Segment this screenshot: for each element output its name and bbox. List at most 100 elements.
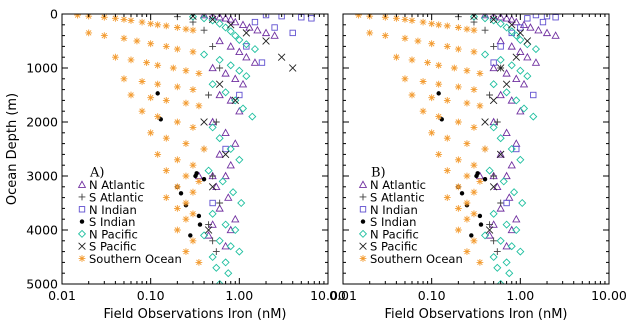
x-axis-label: Field Observations Iron (nM)	[103, 307, 286, 322]
data-point	[208, 80, 217, 89]
data-point	[189, 86, 197, 93]
data-point	[208, 15, 217, 24]
data-point	[221, 220, 230, 229]
data-point	[200, 26, 208, 34]
data-point	[502, 80, 511, 88]
data-point	[531, 45, 540, 54]
data-point	[204, 226, 213, 234]
data-point	[529, 112, 538, 121]
data-point	[516, 47, 525, 55]
data-point	[496, 134, 505, 143]
data-point	[242, 52, 251, 61]
data-point	[120, 16, 128, 23]
data-point	[238, 79, 248, 88]
data-point	[248, 112, 257, 121]
data-point	[443, 43, 451, 50]
x-tick-label: 1.00	[506, 288, 534, 303]
data-point	[154, 80, 162, 88]
data-point	[507, 242, 516, 251]
data-point	[366, 29, 374, 37]
data-point	[261, 28, 271, 37]
data-point	[539, 18, 547, 26]
data-point	[489, 96, 498, 105]
legend-label: N Pacific	[370, 227, 419, 241]
data-point	[154, 61, 162, 69]
data-point	[470, 86, 478, 93]
data-point	[469, 14, 479, 21]
data-point	[519, 104, 529, 113]
data-point	[208, 209, 217, 218]
data-point	[551, 31, 560, 39]
data-point	[238, 104, 248, 113]
data-point	[231, 96, 240, 105]
data-point	[493, 118, 501, 126]
data-point	[212, 263, 221, 272]
data-point	[270, 31, 279, 39]
data-point	[502, 23, 511, 32]
legend-marker	[77, 229, 87, 238]
data-point	[507, 42, 516, 50]
data-point	[428, 129, 436, 137]
series-s-pacific	[470, 14, 532, 234]
data-point	[489, 80, 498, 89]
data-point	[235, 247, 244, 256]
legend-label: Southern Ocean	[89, 252, 182, 266]
data-point	[496, 19, 505, 28]
data-point	[507, 15, 516, 23]
data-point	[227, 21, 235, 29]
data-point	[542, 28, 552, 37]
legend-marker	[359, 193, 367, 201]
data-point	[496, 279, 505, 284]
data-point	[489, 252, 498, 262]
series-s-indian	[155, 91, 207, 238]
data-point	[454, 45, 462, 53]
data-point	[209, 172, 217, 180]
data-point	[463, 199, 471, 207]
data-point	[443, 134, 451, 142]
data-point	[215, 19, 224, 28]
data-point	[532, 14, 540, 19]
data-point	[226, 15, 235, 23]
data-point	[162, 22, 170, 30]
data-point	[162, 134, 170, 142]
legend-marker	[359, 255, 367, 262]
x-axis-label: Field Observations Iron (nM)	[384, 307, 567, 322]
legend-label: S Pacific	[89, 240, 137, 254]
data-point	[435, 113, 443, 120]
data-point	[392, 53, 400, 61]
data-point	[508, 29, 515, 37]
data-point	[470, 26, 478, 34]
series-n-pacific	[188, 14, 259, 284]
data-point	[408, 17, 416, 24]
data-point	[154, 21, 162, 29]
data-point	[459, 191, 465, 196]
data-point	[226, 160, 235, 169]
data-point	[401, 75, 409, 83]
data-point	[195, 259, 203, 266]
data-point	[162, 167, 170, 174]
data-point	[489, 16, 498, 25]
panel-label: B)	[371, 165, 386, 180]
data-point	[454, 118, 462, 126]
data-point	[182, 199, 190, 207]
data-point	[526, 23, 535, 31]
data-point	[496, 150, 505, 159]
data-point	[226, 42, 235, 50]
data-point	[235, 106, 244, 115]
data-point	[162, 194, 170, 201]
data-point	[486, 221, 493, 228]
legend-label: N Atlantic	[89, 178, 145, 192]
legend-marker	[78, 206, 86, 213]
data-point	[518, 198, 527, 208]
data-point	[516, 35, 525, 44]
x-tick-label: 0.01	[329, 288, 357, 303]
data-point	[523, 52, 532, 61]
series-n-indian	[490, 14, 559, 207]
data-point	[242, 72, 251, 81]
data-point	[173, 226, 181, 234]
data-point	[231, 225, 240, 235]
data-point	[189, 124, 197, 131]
data-point	[496, 64, 505, 72]
data-point	[512, 139, 521, 147]
